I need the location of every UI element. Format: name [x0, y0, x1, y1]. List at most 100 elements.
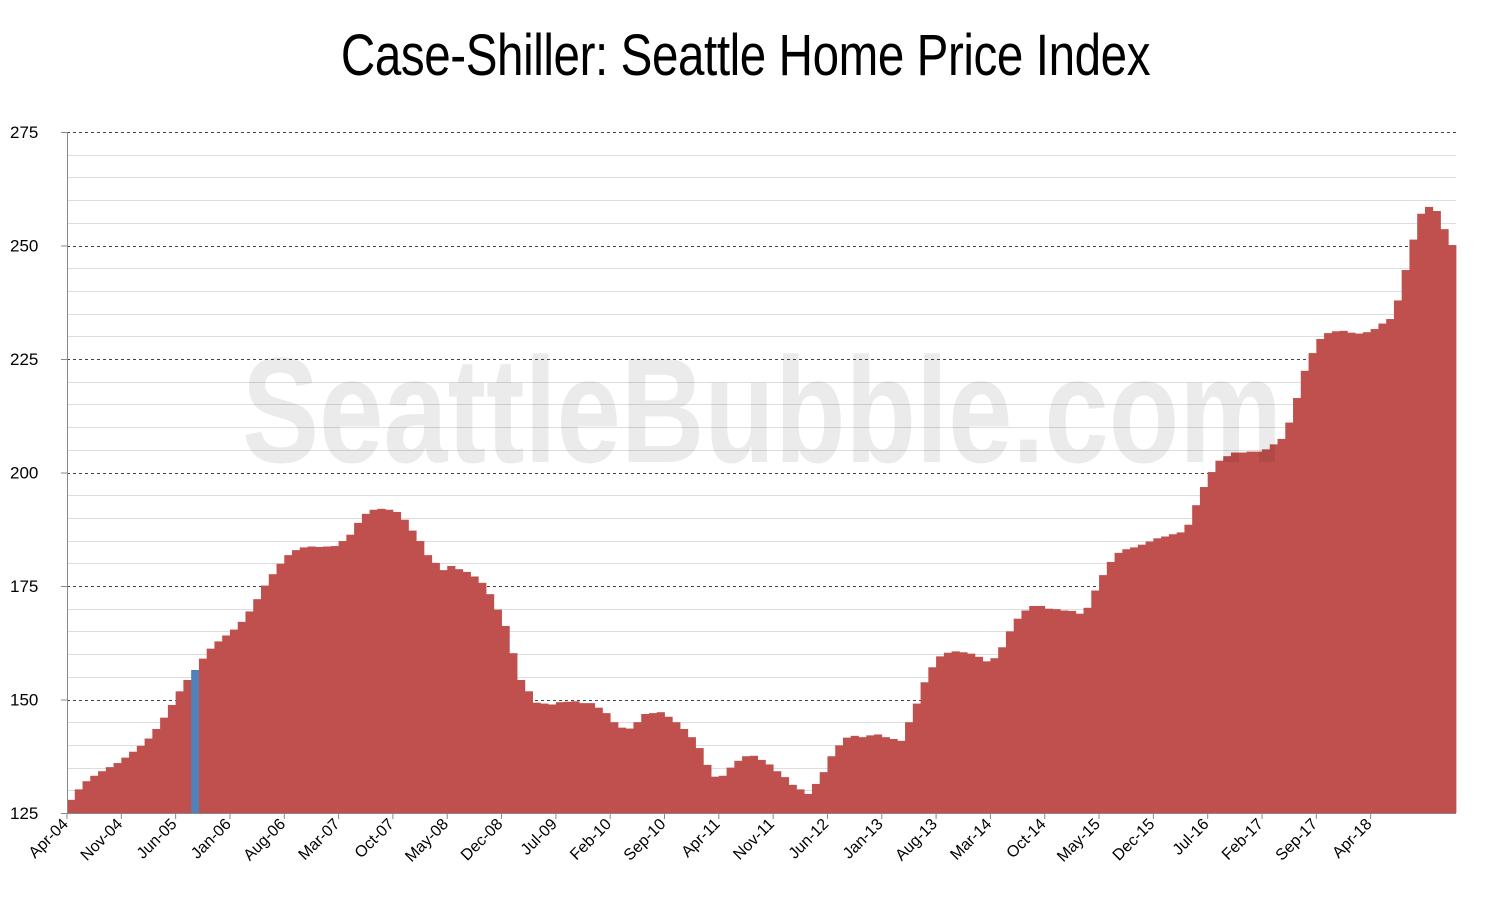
- bar: [749, 755, 759, 813]
- bar: [788, 784, 797, 813]
- bar: [571, 701, 580, 813]
- bar: [369, 509, 378, 813]
- bar: [1238, 452, 1247, 813]
- bar: [555, 702, 565, 813]
- bar: [633, 722, 642, 813]
- bar: [1230, 452, 1240, 813]
- bar: [1293, 398, 1302, 813]
- bar: [315, 546, 324, 813]
- bar: [586, 703, 596, 813]
- bar: [1300, 370, 1309, 813]
- bar: [718, 775, 727, 813]
- bar: [1114, 552, 1123, 813]
- bar: [292, 550, 301, 813]
- x-tick-label: May-08: [402, 816, 452, 866]
- bar: [579, 703, 588, 813]
- bar: [1316, 339, 1325, 813]
- bar: [943, 652, 953, 813]
- x-tick-label: Dec-15: [1110, 816, 1159, 865]
- bar: [1060, 610, 1069, 813]
- bar: [951, 651, 960, 813]
- bar: [509, 653, 518, 813]
- bar: [703, 764, 712, 813]
- bar: [1036, 605, 1046, 813]
- bar: [695, 748, 704, 813]
- x-tick-label: Jul-16: [1170, 816, 1213, 859]
- bar: [198, 658, 208, 813]
- x-tick-label: Jul-09: [518, 816, 561, 859]
- bar: [687, 737, 696, 813]
- bar: [82, 781, 91, 813]
- x-tick-label: Aug-13: [892, 816, 941, 865]
- bars: [67, 206, 1457, 814]
- bar: [1130, 547, 1139, 813]
- bar: [905, 722, 914, 813]
- x-tick-label: Nov-04: [78, 816, 127, 865]
- x-tick-label: May-15: [1054, 816, 1104, 866]
- bar: [501, 625, 510, 813]
- bar: [439, 570, 448, 813]
- bar: [1370, 329, 1379, 813]
- bar: [850, 735, 859, 813]
- bar: [517, 679, 526, 813]
- bar: [1308, 353, 1317, 813]
- bar: [98, 771, 107, 813]
- bar: [982, 661, 991, 813]
- bar: [206, 648, 215, 813]
- bar: [1432, 211, 1441, 813]
- bar: [1161, 536, 1170, 813]
- highlighted-bar: [191, 669, 200, 813]
- bar: [253, 599, 262, 813]
- bar: [959, 652, 968, 813]
- bar: [524, 691, 533, 813]
- chart-title: Case-Shiller: Seattle Home Price Index: [340, 23, 1151, 88]
- bar: [1013, 618, 1022, 813]
- bar: [773, 771, 782, 813]
- bar: [431, 562, 440, 813]
- x-tick-label: Apr-18: [1329, 816, 1375, 862]
- bar: [222, 635, 231, 813]
- x-tick-label: Jun-05: [134, 816, 181, 863]
- bar: [361, 513, 371, 813]
- bar: [1401, 270, 1410, 813]
- bar: [1052, 609, 1061, 813]
- bar: [1393, 300, 1403, 813]
- y-axis-ticks: 125 150 175 200 225 250 275: [10, 123, 67, 823]
- bar: [121, 757, 130, 813]
- bar: [594, 707, 603, 813]
- bar: [90, 775, 99, 813]
- bar: [1339, 330, 1348, 813]
- x-tick-label: Sep-10: [621, 816, 670, 865]
- x-tick-label: Nov-11: [730, 816, 778, 864]
- bar: [664, 716, 673, 813]
- bar: [912, 703, 921, 813]
- bar: [299, 547, 308, 813]
- bar: [323, 546, 332, 813]
- x-tick-label: Oct-14: [1004, 816, 1050, 862]
- bar: [920, 682, 929, 813]
- bar: [1122, 549, 1131, 813]
- bar: [1262, 449, 1271, 813]
- bar: [454, 569, 464, 813]
- bar: [67, 799, 76, 813]
- bar: [408, 530, 417, 813]
- bar: [1199, 487, 1209, 813]
- x-tick-label: Oct-07: [352, 816, 398, 862]
- bar: [811, 783, 821, 813]
- x-tick-label: Feb-10: [567, 816, 615, 864]
- bar: [625, 728, 634, 813]
- bar: [1246, 451, 1255, 813]
- bar: [354, 522, 363, 813]
- bar: [416, 541, 425, 813]
- x-tick-label: Aug-06: [241, 816, 290, 865]
- axes: [67, 132, 1456, 814]
- bar: [493, 609, 502, 813]
- bar: [346, 534, 355, 813]
- bar: [1099, 575, 1108, 813]
- bar: [237, 621, 246, 813]
- x-axis-ticks: Apr-04 Nov-04 Jun-05 Jan-06 Aug-06 Mar-07 Oct-…: [26, 813, 1376, 866]
- bar: [1223, 456, 1232, 813]
- bar: [486, 594, 495, 813]
- bar: [928, 667, 937, 813]
